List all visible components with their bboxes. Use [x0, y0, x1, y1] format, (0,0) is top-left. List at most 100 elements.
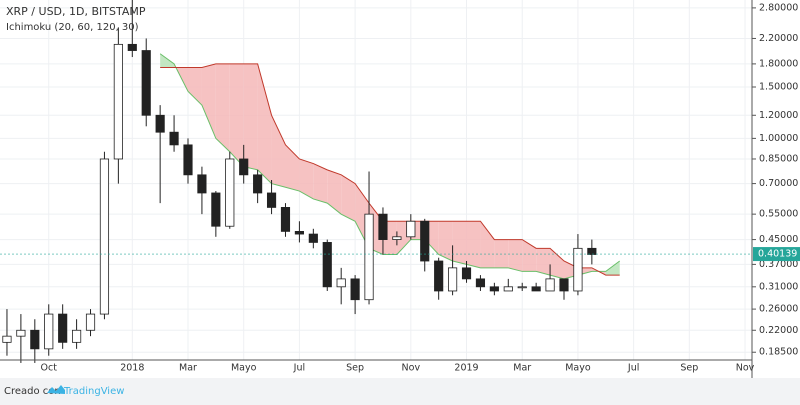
y-tick-label: 0.18500: [759, 347, 798, 358]
candle-body: [545, 278, 555, 292]
x-tick-label: Mar: [179, 363, 197, 374]
footer-prefix: Creado con: [4, 386, 61, 397]
candle-body: [406, 220, 416, 238]
candle-body: [294, 231, 304, 235]
cloud-fill: [341, 174, 356, 222]
candle-body: [434, 260, 444, 292]
indicator-label: Ichimoku (20, 60, 120, 30): [6, 22, 139, 33]
candle-body: [350, 278, 360, 301]
y-tick-label: 2.20000: [759, 33, 798, 44]
cloud-fill: [536, 248, 551, 276]
y-tick-label: 1.80000: [759, 58, 798, 69]
candle-body: [475, 278, 486, 288]
candle-body: [364, 213, 374, 301]
cloud-fill: [508, 239, 523, 272]
candle-body: [489, 286, 499, 292]
last-price-label: 0.40139: [758, 249, 797, 260]
candle-body: [58, 313, 68, 343]
x-tick-label: Nov: [402, 363, 421, 374]
x-tick-label: 2019: [454, 363, 478, 374]
candle-body: [72, 329, 82, 343]
cloud-fill: [438, 221, 453, 262]
cloud-fill: [201, 63, 216, 139]
cloud-fill: [605, 261, 620, 276]
x-tick-label: Mayo: [231, 363, 257, 374]
cloud-fill: [215, 63, 230, 152]
x-tick-label: Sep: [680, 363, 698, 374]
candle-body: [587, 247, 597, 255]
plot-area: [0, 0, 752, 363]
candle-body: [113, 43, 123, 160]
cloud-fill: [160, 53, 175, 68]
footer-band: [0, 378, 800, 405]
candle-body: [169, 131, 179, 146]
cloud-fill: [188, 67, 202, 106]
y-tick-label: 0.26000: [759, 304, 798, 315]
candle-body: [16, 329, 26, 337]
candle-body: [559, 278, 569, 292]
candle-body: [336, 278, 346, 288]
cloud-fill: [229, 63, 244, 167]
x-tick-label: Jul: [627, 363, 639, 374]
candle-body: [30, 329, 40, 350]
candle-body: [461, 267, 472, 280]
cloud-fill: [257, 63, 272, 184]
candle-body: [266, 192, 277, 208]
candle-body: [253, 174, 263, 194]
candle-body: [155, 114, 165, 133]
candle-body: [239, 158, 249, 176]
y-tick-label: 0.45000: [759, 234, 798, 245]
x-tick-label: Sep: [346, 363, 364, 374]
cloud-fill: [285, 144, 300, 192]
candle-body: [211, 192, 221, 227]
candle-body: [531, 286, 541, 292]
chart-title: XRP / USD, 1D, BITSTAMP: [6, 5, 146, 18]
y-tick-label: 0.70000: [759, 178, 798, 189]
cloud-fill: [313, 163, 328, 204]
cloud-fill: [243, 63, 258, 170]
x-tick-label: Oct: [41, 363, 58, 374]
candle-body: [183, 144, 193, 176]
candle-body: [517, 286, 527, 289]
cloud-fill: [452, 221, 467, 265]
x-tick-label: 2018: [120, 363, 144, 374]
candle-body: [225, 158, 235, 227]
x-tick-label: Mar: [513, 363, 531, 374]
x-tick-label: Jul: [293, 363, 305, 374]
cloud-fill: [550, 248, 564, 279]
y-tick-label: 1.00000: [759, 133, 798, 144]
y-tick-label: 1.50000: [759, 81, 798, 92]
y-tick-label: 2.80000: [759, 2, 798, 13]
cloud-fill: [522, 239, 537, 272]
candle-body: [99, 158, 110, 315]
footer-brand: TradingView: [63, 386, 124, 397]
x-tick-label: Nov: [736, 363, 755, 374]
x-tick-label: Mayo: [565, 363, 591, 374]
last-price-box: [753, 247, 800, 262]
candle-body: [503, 286, 513, 292]
y-tick-label: 0.22000: [759, 325, 798, 336]
cloud-fill: [466, 221, 481, 268]
y-tick-label: 0.37000: [759, 259, 798, 270]
brand-logo: [47, 385, 65, 394]
y-tick-label: 1.20000: [759, 110, 798, 121]
candle-body: [448, 267, 458, 292]
candle-body: [2, 335, 12, 343]
candle-body: [127, 43, 137, 51]
candle-body: [141, 50, 151, 116]
candle-body: [44, 313, 54, 350]
candle-body: [280, 207, 291, 232]
candle-body: [85, 313, 96, 331]
candle-body: [197, 174, 207, 194]
span-b-line: [160, 63, 620, 276]
cloud-fill: [299, 158, 314, 199]
cloud-fill: [327, 169, 342, 215]
y-tick-label: 0.55000: [759, 209, 798, 220]
candle-body: [392, 236, 402, 240]
candle-body: [420, 220, 430, 262]
candle-body: [378, 213, 388, 240]
cloud-fill: [480, 221, 495, 268]
y-tick-label: 0.85000: [759, 153, 798, 164]
